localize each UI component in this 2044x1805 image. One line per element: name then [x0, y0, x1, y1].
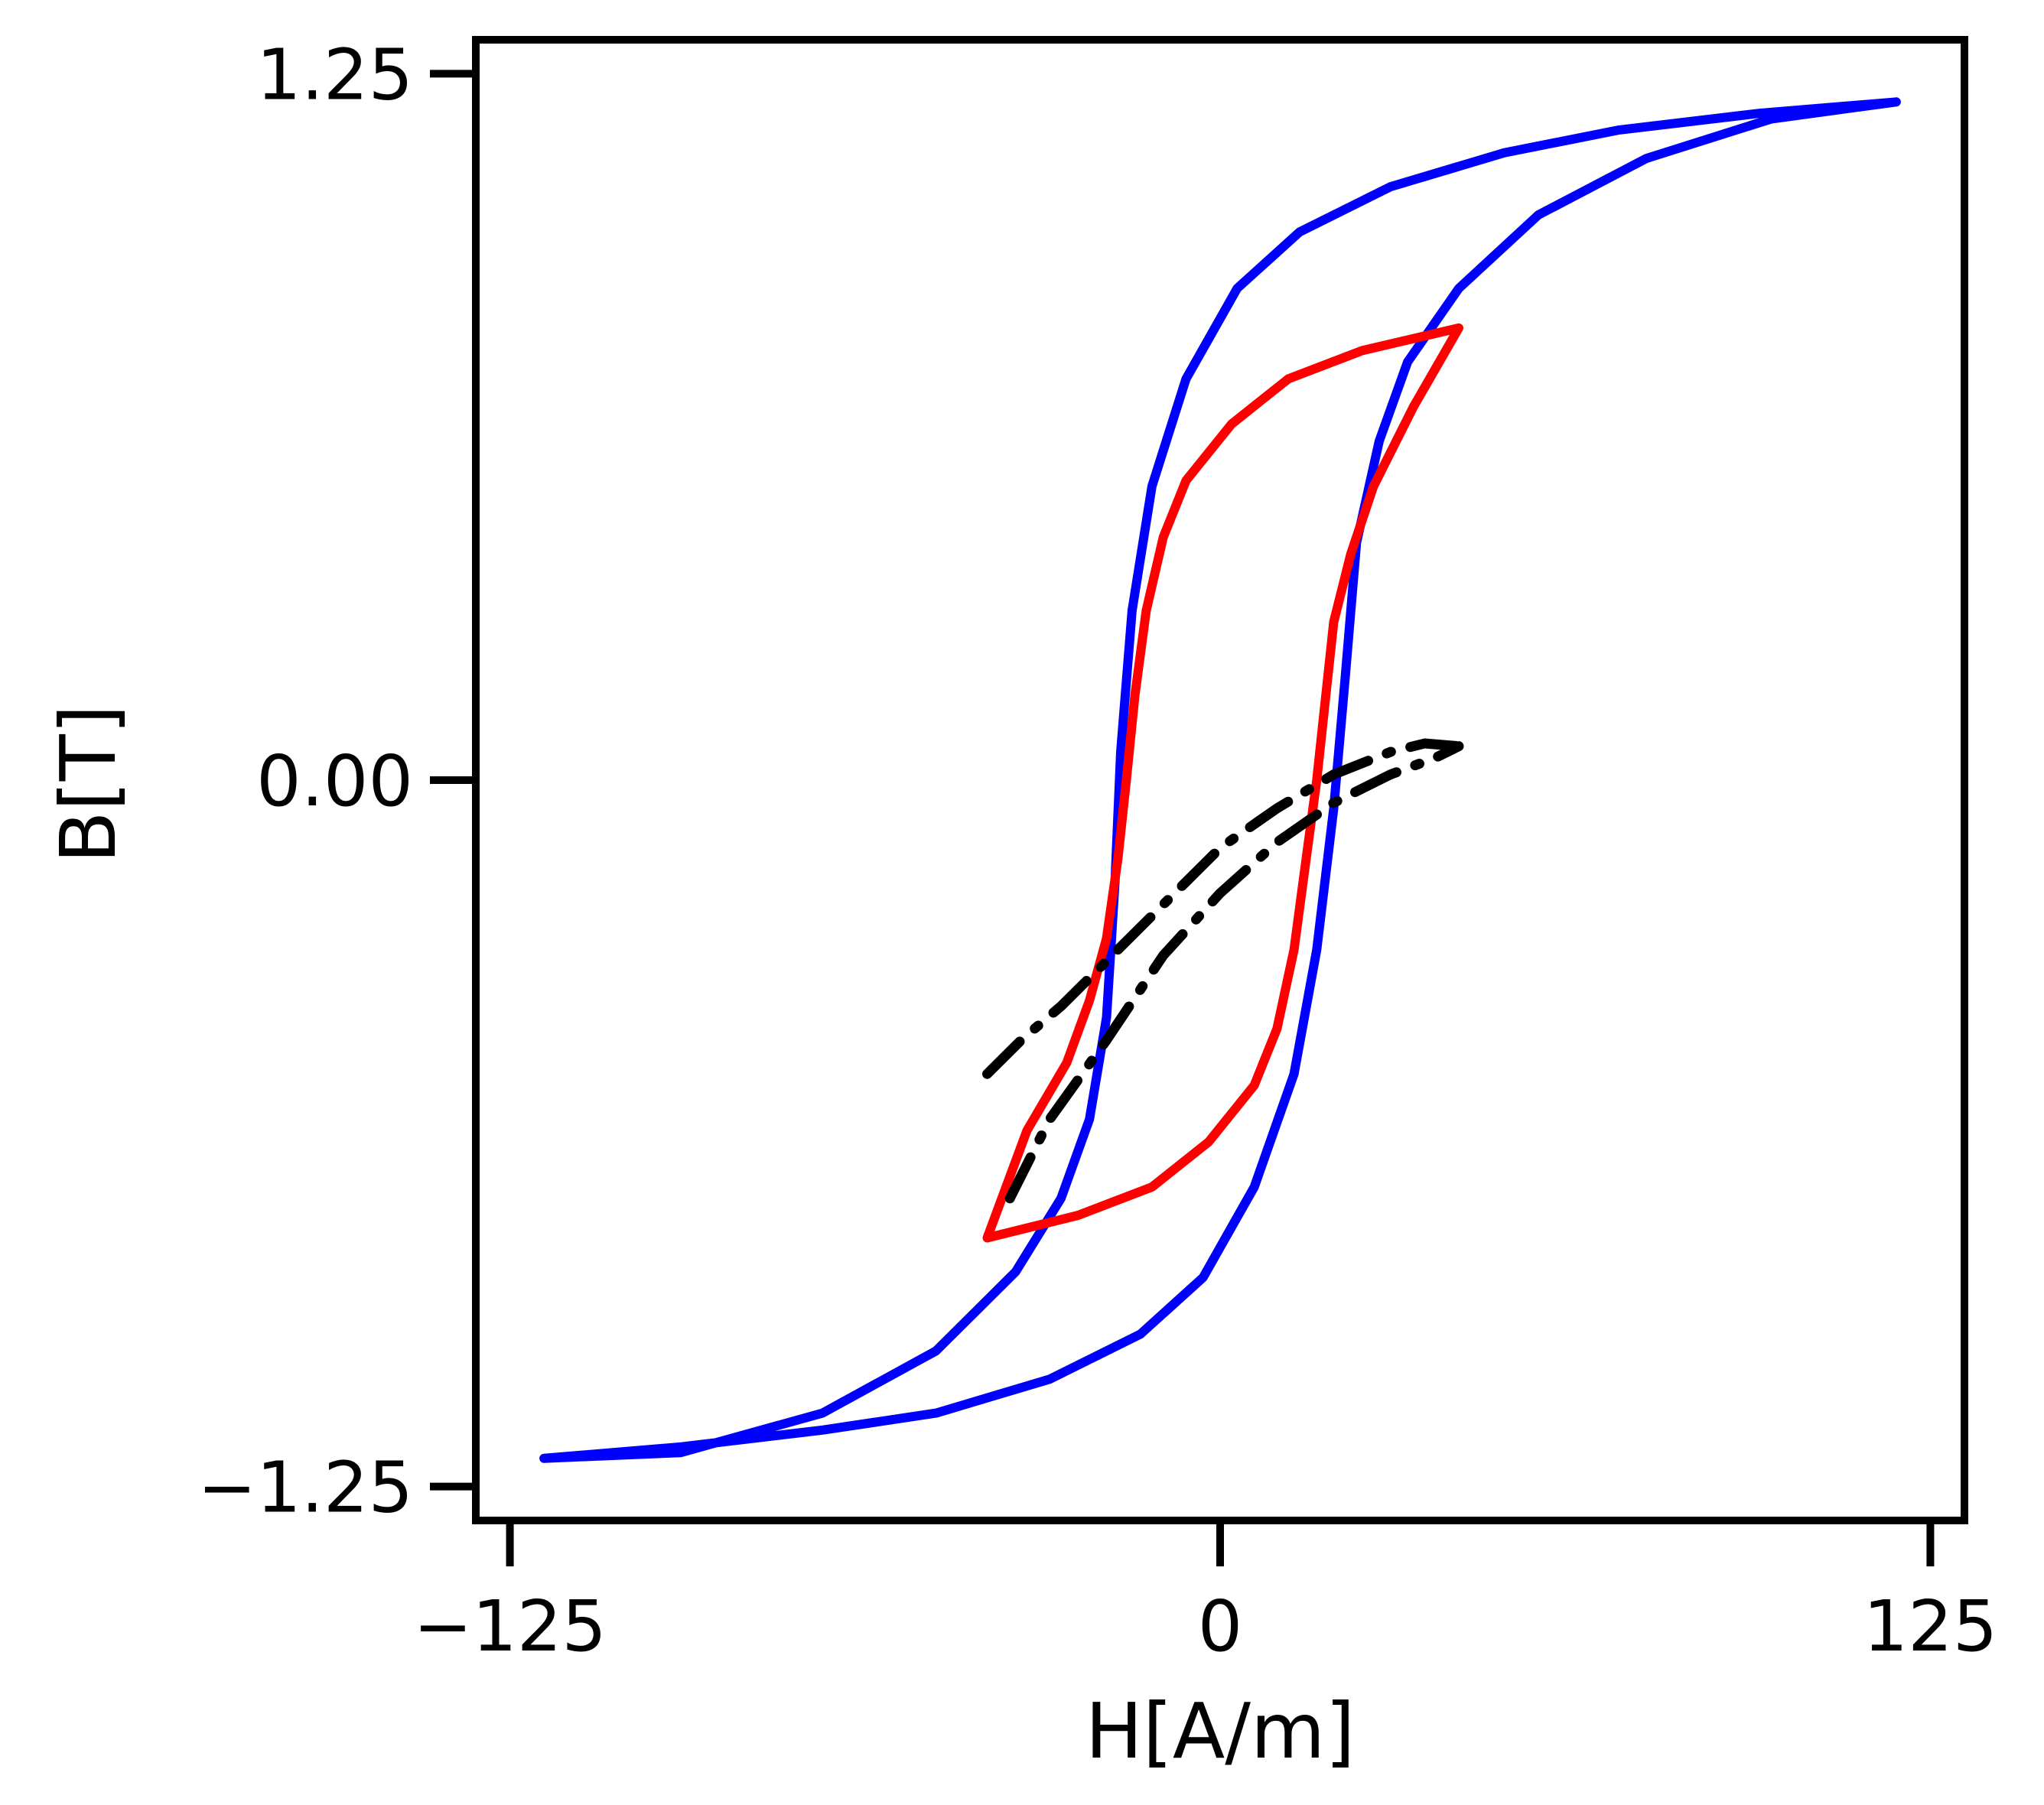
x-axis: −125 0 125: [413, 1520, 1997, 1667]
series-layer: [539, 97, 1901, 1463]
series-line-1: [982, 323, 1463, 1243]
x-tick-label: 0: [1198, 1585, 1243, 1667]
x-axis-label: H[A/m]: [1085, 1686, 1356, 1776]
y-tick-label: 1.25: [256, 34, 413, 115]
x-tick-label: −125: [413, 1585, 607, 1667]
y-axis: 1.25 0.00 −1.25: [197, 34, 476, 1529]
x-tick-label: 125: [1863, 1585, 1998, 1667]
plot-frame: [472, 36, 1968, 1524]
y-axis-label: B[T]: [44, 704, 133, 863]
series-line-3: [1004, 741, 1464, 1204]
y-tick-label: 0.00: [256, 740, 413, 822]
series-line-0: [539, 97, 1901, 1463]
series-line-2: [982, 738, 1464, 1079]
y-tick-label: −1.25: [197, 1447, 413, 1529]
